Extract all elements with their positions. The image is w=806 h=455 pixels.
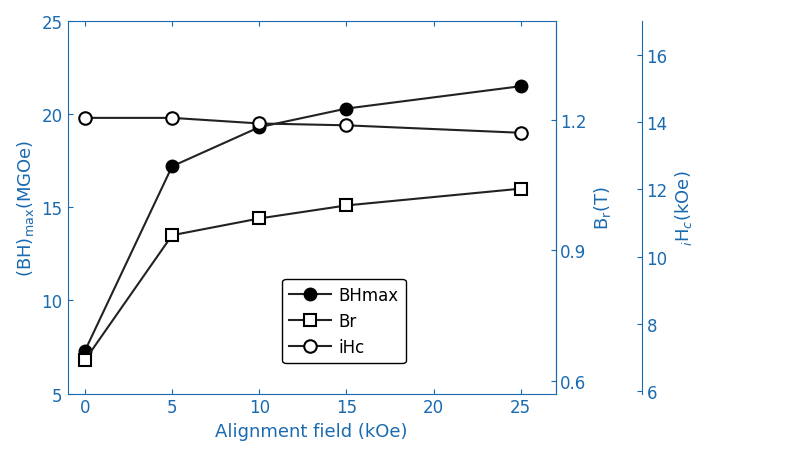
BHmax bbox=[516, 84, 526, 90]
Line: Br: Br bbox=[80, 184, 526, 366]
Y-axis label: (BH)$_{\rm max}$(MGOe): (BH)$_{\rm max}$(MGOe) bbox=[15, 139, 36, 276]
Legend: BHmax, Br, iHc: BHmax, Br, iHc bbox=[282, 279, 405, 363]
iHc bbox=[516, 131, 526, 136]
Br bbox=[80, 358, 89, 363]
BHmax bbox=[80, 348, 89, 354]
Y-axis label: B$_{\rm r}$(T): B$_{\rm r}$(T) bbox=[592, 186, 613, 230]
Line: iHc: iHc bbox=[79, 112, 527, 140]
iHc bbox=[168, 116, 177, 121]
X-axis label: Alignment field (kOe): Alignment field (kOe) bbox=[215, 422, 408, 440]
Line: BHmax: BHmax bbox=[79, 81, 527, 357]
Br bbox=[342, 203, 351, 209]
iHc bbox=[342, 123, 351, 129]
Br bbox=[168, 233, 177, 238]
Y-axis label: $_{i}$H$_{c}$(kOe): $_{i}$H$_{c}$(kOe) bbox=[673, 170, 694, 246]
BHmax bbox=[168, 164, 177, 170]
BHmax bbox=[255, 125, 264, 131]
BHmax bbox=[342, 106, 351, 112]
Br bbox=[255, 216, 264, 222]
iHc bbox=[255, 121, 264, 127]
iHc bbox=[80, 116, 89, 121]
Br bbox=[516, 187, 526, 192]
